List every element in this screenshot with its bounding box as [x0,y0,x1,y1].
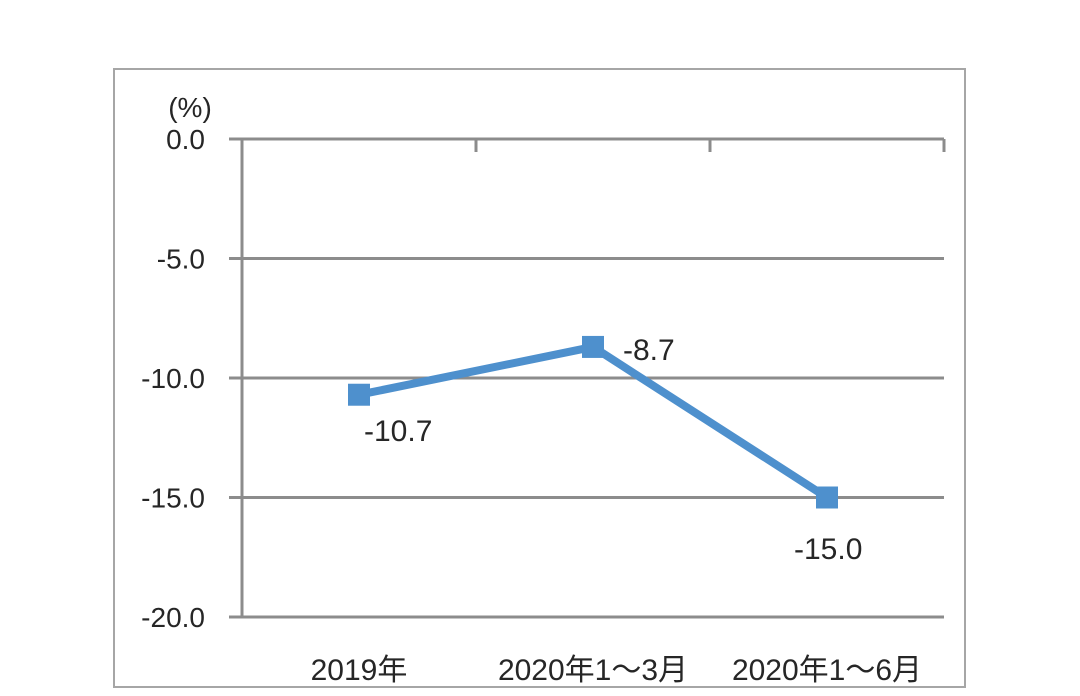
y-axis-tick-label: -5.0 [157,244,205,275]
data-point-marker [348,383,370,406]
plot-area: 0.0 -5.0 -10.0 -15.0 -20.0 2019年 2020年1～3月 2020… [141,124,946,687]
y-axis-tick-label: -10.0 [141,363,205,394]
y-axis-unit-label: (%) [168,92,212,123]
x-axis-category-label: 2019年 [311,654,408,687]
x-axis-category-label: 2020年1～3月 [498,654,688,687]
x-axis-category-label: 2020年1～6月 [732,654,922,687]
data-point-label: -10.7 [364,415,432,448]
y-axis-tick-label: -20.0 [141,602,205,633]
y-axis-tick-label: -15.0 [141,483,205,514]
data-point-marker [582,335,604,358]
data-point-label: -8.7 [623,334,675,367]
data-point-marker [816,486,838,509]
y-axis-tick-label: 0.0 [166,124,205,155]
data-point-label: -15.0 [794,533,862,566]
